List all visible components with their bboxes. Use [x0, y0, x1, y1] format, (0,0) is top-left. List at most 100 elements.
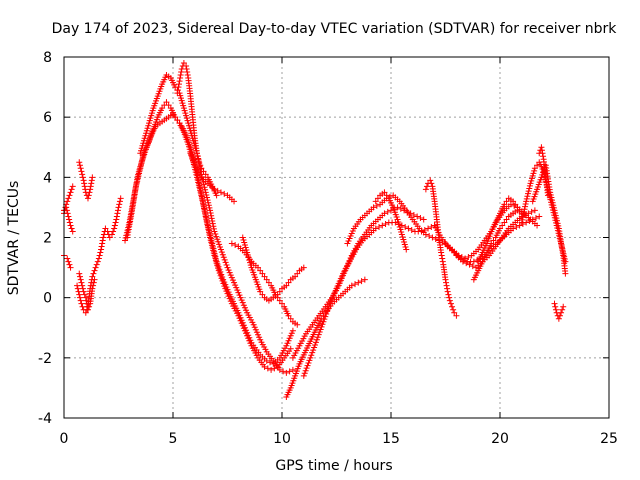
data-point [422, 186, 429, 193]
data-point [344, 262, 351, 269]
data-point [112, 219, 119, 226]
data-point [458, 254, 465, 261]
data-point [388, 207, 394, 214]
data-point [395, 218, 402, 225]
data-point [344, 240, 351, 247]
data-point [534, 222, 541, 229]
data-point [525, 188, 532, 195]
data-point [110, 228, 117, 235]
series-arc-2 [61, 204, 76, 235]
data-point [522, 203, 529, 210]
data-point [257, 267, 264, 274]
data-point [174, 87, 181, 94]
data-point [346, 235, 353, 242]
data-point [550, 204, 557, 211]
series-arc-24 [475, 195, 521, 265]
data-point [284, 340, 291, 347]
data-point [283, 342, 290, 349]
data-point [203, 191, 210, 198]
data-point [139, 157, 146, 164]
data-point [550, 202, 557, 209]
data-point [497, 225, 503, 232]
data-point [215, 267, 222, 274]
data-point [239, 234, 246, 241]
data-point [399, 233, 406, 240]
data-point [462, 255, 469, 262]
data-point [444, 285, 451, 292]
data-point [311, 344, 318, 351]
data-point [204, 223, 211, 230]
data-point [183, 63, 190, 70]
data-point [379, 222, 386, 229]
data-point [67, 222, 74, 229]
data-point [223, 262, 230, 269]
data-point [425, 225, 432, 232]
y-tick-label: 6 [43, 110, 52, 126]
data-point [400, 236, 407, 243]
data-point [271, 365, 278, 372]
data-point [86, 303, 93, 310]
data-point [444, 288, 451, 295]
data-point [90, 270, 97, 277]
data-point [217, 189, 224, 196]
data-point [294, 321, 301, 328]
y-tick-label: 4 [43, 170, 52, 186]
data-point [501, 219, 508, 226]
data-point [206, 231, 213, 238]
data-point [210, 249, 217, 256]
data-point [259, 291, 266, 298]
data-point [251, 324, 258, 331]
data-point [165, 102, 172, 109]
data-point [459, 258, 466, 265]
data-point [531, 207, 538, 214]
data-point [503, 216, 510, 223]
data-point [374, 195, 381, 202]
data-point [439, 255, 446, 262]
data-point [286, 368, 293, 375]
data-point [321, 316, 328, 323]
data-point [208, 239, 215, 246]
data-point [226, 269, 233, 276]
data-point [549, 199, 556, 206]
data-point [383, 192, 390, 199]
data-point [202, 171, 209, 178]
data-point [113, 216, 120, 223]
data-point [289, 327, 296, 334]
data-point [372, 198, 379, 205]
series-arc-14 [283, 276, 368, 400]
data-point [203, 216, 210, 223]
data-point [343, 265, 350, 272]
data-point [92, 264, 99, 271]
data-point [97, 249, 104, 256]
data-point [548, 194, 555, 201]
data-point [414, 213, 421, 220]
data-point [203, 194, 210, 201]
data-point [288, 330, 295, 337]
data-point [224, 264, 231, 271]
data-point [185, 141, 192, 148]
data-point [201, 184, 208, 191]
series-arc-15 [300, 219, 438, 379]
data-point [82, 294, 89, 301]
data-point [538, 147, 545, 154]
data-point [283, 369, 290, 376]
data-point [228, 274, 235, 281]
data-point [200, 181, 207, 188]
data-point [98, 246, 105, 253]
data-point [428, 223, 435, 230]
data-point [186, 125, 193, 132]
data-point [64, 210, 71, 217]
data-point [175, 81, 182, 88]
data-point [159, 105, 166, 112]
data-point [301, 370, 308, 377]
data-point [136, 167, 143, 174]
data-point [106, 234, 113, 241]
data-point [372, 225, 379, 232]
data-point [466, 261, 473, 268]
data-point [88, 177, 95, 184]
data-point [469, 263, 476, 270]
data-point [79, 285, 86, 292]
data-point [381, 189, 388, 196]
data-point [445, 291, 452, 298]
data-point [247, 340, 254, 347]
